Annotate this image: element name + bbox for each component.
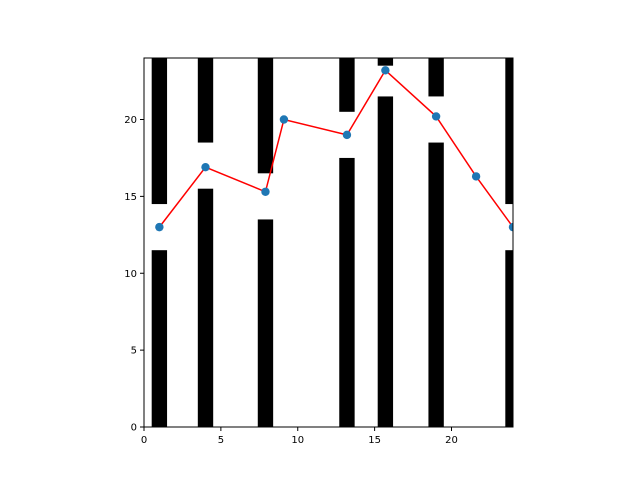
data-point-2 [261, 187, 270, 196]
lower-bar-4 [377, 96, 394, 427]
y-axis: 0 5 10 15 20 [124, 115, 144, 434]
lower-bar-2 [257, 219, 274, 427]
upper-bar-3 [339, 58, 355, 112]
y-tick-label: 0 [131, 423, 137, 434]
data-point-4 [342, 130, 352, 140]
x-tick-label: 0 [141, 435, 147, 446]
x-tick-label: 10 [291, 435, 304, 446]
data-point-7 [471, 172, 481, 181]
lower-bar-3 [339, 157, 355, 427]
plot-area [151, 58, 513, 427]
data-point-5 [381, 66, 390, 75]
lower-bar-1 [197, 188, 214, 427]
upper-bar-5 [428, 58, 444, 97]
data-point-3 [279, 115, 289, 124]
x-tick-label: 5 [218, 435, 224, 446]
upper-bar-6 [505, 58, 513, 205]
y-tick-label: 10 [124, 269, 137, 280]
data-point-0 [155, 222, 164, 232]
lower-bar-0 [151, 250, 168, 427]
y-tick-label: 20 [124, 115, 137, 126]
lower-bar-6 [505, 250, 513, 427]
upper-bar-4 [377, 58, 394, 66]
y-tick-label: 15 [124, 192, 137, 203]
axes-frame [143, 57, 514, 428]
data-point-8 [508, 222, 513, 232]
lower-bar-5 [428, 142, 444, 427]
x-tick-label: 15 [368, 435, 381, 446]
data-point-6 [431, 112, 441, 121]
x-tick-label: 20 [445, 435, 458, 446]
y-tick-label: 5 [131, 346, 137, 357]
upper-bar-2 [257, 58, 274, 174]
upper-bar-1 [197, 58, 214, 143]
x-axis: 0 5 10 15 20 [141, 427, 458, 446]
data-point-1 [201, 162, 210, 172]
upper-bar-0 [151, 58, 168, 205]
